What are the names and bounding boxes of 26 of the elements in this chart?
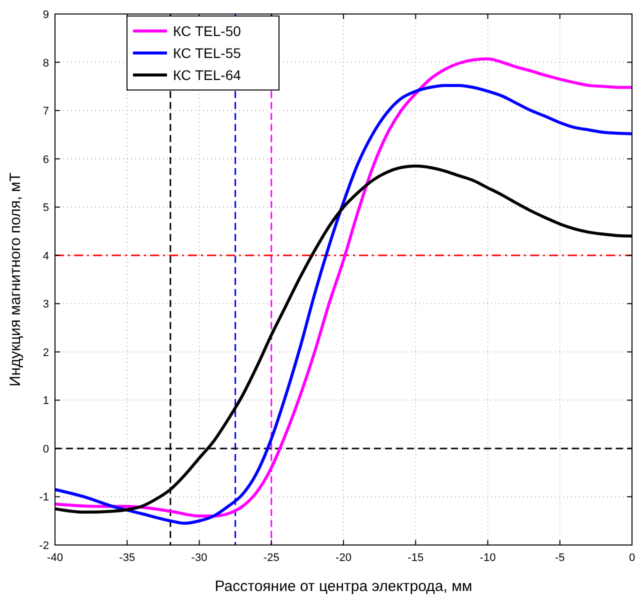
y-axis-title: Индукция магнитного поля, мТ xyxy=(7,172,24,386)
y-tick-label: -2 xyxy=(39,540,49,552)
y-tick-label: 4 xyxy=(42,250,49,262)
y-tick-label: 2 xyxy=(42,346,49,359)
x-tick-label: -40 xyxy=(47,552,63,564)
y-tick-label: 0 xyxy=(42,443,49,456)
legend-label: КС TEL-50 xyxy=(173,23,242,39)
x-tick-label: -5 xyxy=(554,552,565,564)
y-tick-label: 6 xyxy=(42,154,49,166)
y-tick-label: 3 xyxy=(42,298,49,311)
x-tick-label: -30 xyxy=(191,552,208,564)
y-tick-label: 7 xyxy=(42,106,49,118)
y-tick-label: 1 xyxy=(42,395,49,408)
legend-label: КС TEL-64 xyxy=(173,67,242,83)
legend-label: КС TEL-55 xyxy=(173,45,242,61)
y-tick-label: 5 xyxy=(42,202,49,214)
y-tick-label: 8 xyxy=(42,57,49,70)
y-tick-label: 9 xyxy=(42,9,49,21)
x-tick-label: -35 xyxy=(119,552,136,564)
x-tick-label: 0 xyxy=(628,552,636,564)
x-tick-label: -10 xyxy=(480,552,496,564)
x-tick-label: -15 xyxy=(408,552,424,564)
y-tick-label: -1 xyxy=(39,492,49,504)
x-tick-label: -20 xyxy=(336,552,352,564)
x-tick-label: -25 xyxy=(263,552,280,564)
x-axis-title: Расстояние от центра электрода, мм xyxy=(214,578,472,595)
